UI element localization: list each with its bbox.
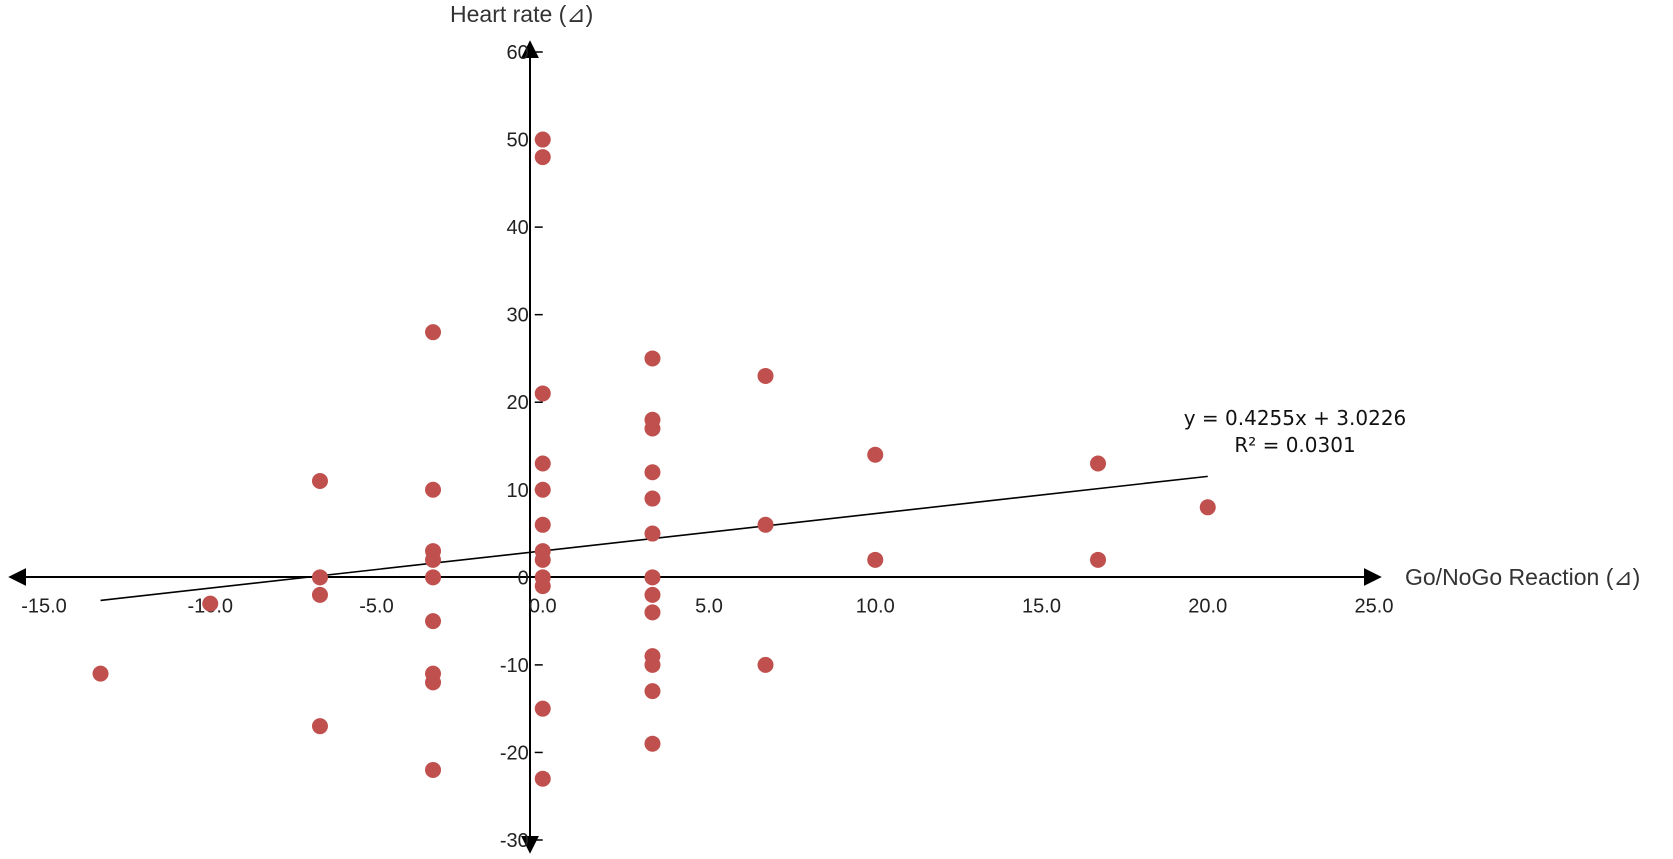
data-point xyxy=(644,604,661,621)
data-point xyxy=(644,464,661,481)
data-point xyxy=(644,569,661,586)
data-point xyxy=(644,586,661,603)
data-point xyxy=(202,595,219,612)
data-point xyxy=(644,735,661,752)
data-point xyxy=(534,131,551,148)
data-point xyxy=(311,569,328,586)
data-point xyxy=(311,586,328,603)
data-point xyxy=(757,367,774,384)
x-tick-label: 0.0 xyxy=(529,595,557,617)
y-tick-label: -20 xyxy=(500,742,529,764)
data-point xyxy=(534,481,551,498)
y-tick-label: 40 xyxy=(507,217,529,239)
y-tick-label: -10 xyxy=(500,655,529,677)
data-point xyxy=(425,551,442,568)
data-point xyxy=(425,569,442,586)
data-point xyxy=(92,665,109,682)
data-point xyxy=(644,683,661,700)
data-point xyxy=(534,700,551,717)
data-point xyxy=(757,516,774,533)
x-tick-label: 5.0 xyxy=(695,595,723,617)
data-point xyxy=(534,455,551,472)
data-point xyxy=(425,481,442,498)
y-tick-label: 50 xyxy=(507,130,529,152)
y-tick-label: 60 xyxy=(507,42,529,64)
data-point xyxy=(1090,455,1107,472)
data-point xyxy=(425,324,442,341)
x-tick-label: -5.0 xyxy=(359,595,393,617)
y-axis-title: Heart rate (⊿) xyxy=(450,1,593,27)
y-tick-label: 30 xyxy=(507,305,529,327)
data-point xyxy=(644,525,661,542)
trendline-r-squared: R² = 0.0301 xyxy=(1234,433,1355,457)
trendline-equation: y = 0.4255x + 3.0226 xyxy=(1184,406,1407,430)
data-point xyxy=(644,350,661,367)
data-point xyxy=(644,420,661,437)
data-points xyxy=(92,131,1216,787)
data-point xyxy=(534,551,551,568)
y-tick-label: 20 xyxy=(507,392,529,414)
x-tick-label: 25.0 xyxy=(1355,595,1394,617)
data-point xyxy=(311,718,328,735)
data-point xyxy=(867,551,884,568)
data-point xyxy=(644,490,661,507)
data-point xyxy=(867,446,884,463)
y-tick-label: 0 xyxy=(518,567,529,589)
y-tick-label: 10 xyxy=(507,480,529,502)
x-tick-label: 10.0 xyxy=(856,595,895,617)
data-point xyxy=(1090,551,1107,568)
x-tick-label: 15.0 xyxy=(1022,595,1061,617)
data-point xyxy=(644,656,661,673)
data-point xyxy=(425,613,442,630)
data-point xyxy=(534,578,551,595)
data-point xyxy=(425,761,442,778)
data-point xyxy=(534,149,551,166)
data-point xyxy=(757,656,774,673)
y-tick-marks xyxy=(534,51,543,841)
y-tick-labels: -30 -20 -10 0 10 20 30 40 50 60 xyxy=(500,42,529,852)
data-point xyxy=(534,770,551,787)
data-point xyxy=(534,516,551,533)
x-tick-label: 20.0 xyxy=(1188,595,1227,617)
x-tick-label: -15.0 xyxy=(21,595,67,617)
x-tick-labels: -15.0-10.0-5.00.05.010.015.020.025.0 xyxy=(21,595,1393,617)
data-point xyxy=(534,385,551,402)
data-point xyxy=(311,473,328,490)
y-tick-label: -30 xyxy=(500,830,529,852)
data-point xyxy=(425,674,442,691)
data-point xyxy=(1199,499,1216,516)
x-axis-title: Go/NoGo Reaction (⊿) xyxy=(1405,564,1640,590)
